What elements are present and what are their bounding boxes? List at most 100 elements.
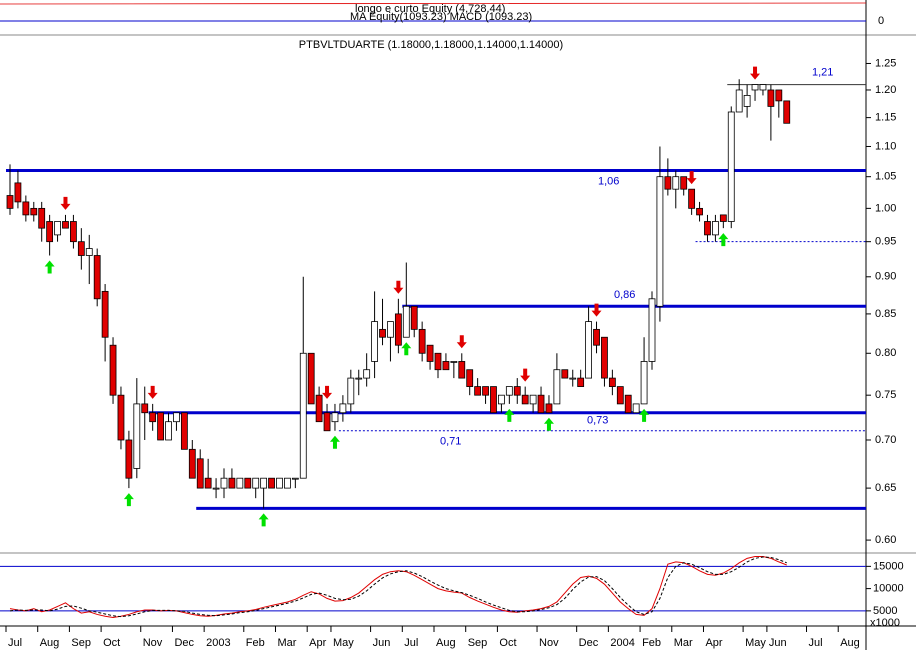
candle-body: [244, 477, 252, 489]
candle-body: [775, 89, 783, 102]
candle-body: [165, 421, 172, 441]
sell-arrow: [520, 368, 531, 382]
level-label: 1,21: [812, 66, 833, 78]
candle-body: [101, 290, 109, 338]
x-tick-label: Jun: [769, 637, 787, 649]
buy-arrow: [123, 493, 134, 507]
candle-body: [696, 207, 703, 216]
chart-title: PTBVLTDUARTE (1.18000,1.18000,1.14000,1.…: [299, 39, 563, 51]
buy-arrow: [504, 408, 515, 422]
level-label: 1,06: [598, 175, 619, 187]
candle-body: [608, 377, 616, 387]
sell-arrow: [456, 335, 467, 349]
x-tick-label: Oct: [103, 637, 120, 649]
candle-body: [291, 477, 299, 480]
oscillator-line: [9, 556, 787, 619]
candle-body: [426, 344, 434, 362]
buy-arrow: [401, 342, 412, 356]
x-tick-label: Aug: [840, 637, 860, 649]
candle-body: [387, 321, 394, 338]
candle-body: [513, 386, 521, 396]
candle-body: [46, 221, 54, 243]
candle-body: [640, 361, 648, 405]
x-tick-label: Oct: [499, 637, 516, 649]
level-label: 0,73: [587, 415, 608, 427]
candle-body: [149, 412, 157, 423]
oscillator-line: [9, 556, 787, 618]
candle-body: [125, 439, 133, 479]
x-tick-label: Feb: [246, 637, 265, 649]
y-tick-label: 0.70: [875, 434, 896, 446]
x-tick-label: Jul: [404, 637, 418, 649]
candle-body: [466, 369, 474, 387]
candle-body: [173, 412, 180, 423]
candle-body: [252, 477, 260, 489]
candle-body: [307, 352, 315, 405]
sell-arrow: [686, 171, 697, 185]
candle-body: [70, 221, 77, 243]
buy-arrow: [639, 408, 650, 422]
y-tick-label: 1.00: [875, 202, 896, 214]
y-tick-label: 1.25: [875, 57, 896, 69]
candle-body: [759, 84, 767, 91]
candle-body: [228, 477, 236, 489]
candle-body: [6, 195, 14, 209]
candle-body: [767, 89, 775, 107]
level-label: 0,71: [440, 436, 461, 448]
x-tick-label: May: [745, 637, 766, 649]
candle-body: [30, 207, 38, 216]
sell-arrow: [322, 385, 333, 399]
y-tick-label: 0.65: [875, 482, 896, 494]
candle-body: [727, 111, 735, 222]
candle-body: [656, 176, 664, 307]
candle-body: [331, 412, 339, 423]
candle-body: [410, 305, 418, 330]
candle-body: [339, 403, 347, 414]
y-tick-label: 0.90: [875, 271, 896, 283]
candle-body: [434, 352, 442, 371]
candle-body: [712, 221, 719, 236]
candle-body: [498, 394, 505, 405]
buy-arrow: [718, 233, 729, 247]
candle-body: [109, 344, 117, 396]
x-tick-label: Dec: [174, 637, 194, 649]
candle-body: [648, 298, 656, 362]
candle-body: [157, 412, 164, 441]
y-tick-label: 1.15: [875, 112, 896, 124]
candle-body: [196, 458, 204, 489]
x-tick-label: Aug: [436, 637, 456, 649]
candle-body: [577, 377, 585, 387]
candle-body: [204, 477, 212, 489]
candle-body: [719, 214, 727, 222]
sell-arrow: [750, 66, 761, 80]
candle-body: [355, 377, 363, 380]
buy-arrow: [44, 260, 55, 274]
candle-body: [593, 328, 600, 346]
candle-body: [117, 394, 125, 441]
candle-body: [751, 84, 759, 91]
y-tick-label: 1.10: [875, 140, 896, 152]
x-tick-label: Nov: [539, 637, 559, 649]
candle-body: [585, 321, 592, 379]
x-tick-label: Jul: [809, 637, 823, 649]
candle-body: [276, 477, 283, 489]
buy-arrow: [258, 513, 269, 527]
indicator-title: longo e curto Equity (4,728.44): [355, 3, 505, 15]
candle-body: [569, 377, 577, 380]
candle-body: [379, 328, 386, 338]
candle-body: [553, 369, 561, 405]
candle-body: [418, 328, 426, 354]
y-tick-label: 0.85: [875, 308, 896, 320]
candle-body: [402, 305, 410, 338]
indicator-subtitle: MA Equity(1093.23) MACD (1093.23): [350, 11, 532, 23]
candle-body: [394, 313, 402, 346]
x-tick-label: 2003: [206, 637, 230, 649]
candle-body: [188, 448, 196, 479]
x-tick-label: Feb: [642, 637, 661, 649]
candle-body: [268, 477, 275, 489]
y-tick-label: 0.80: [875, 347, 896, 359]
x-tick-label: Sep: [71, 637, 91, 649]
y-tick-label: 5000: [873, 605, 897, 617]
x-tick-label: Jul: [8, 637, 22, 649]
